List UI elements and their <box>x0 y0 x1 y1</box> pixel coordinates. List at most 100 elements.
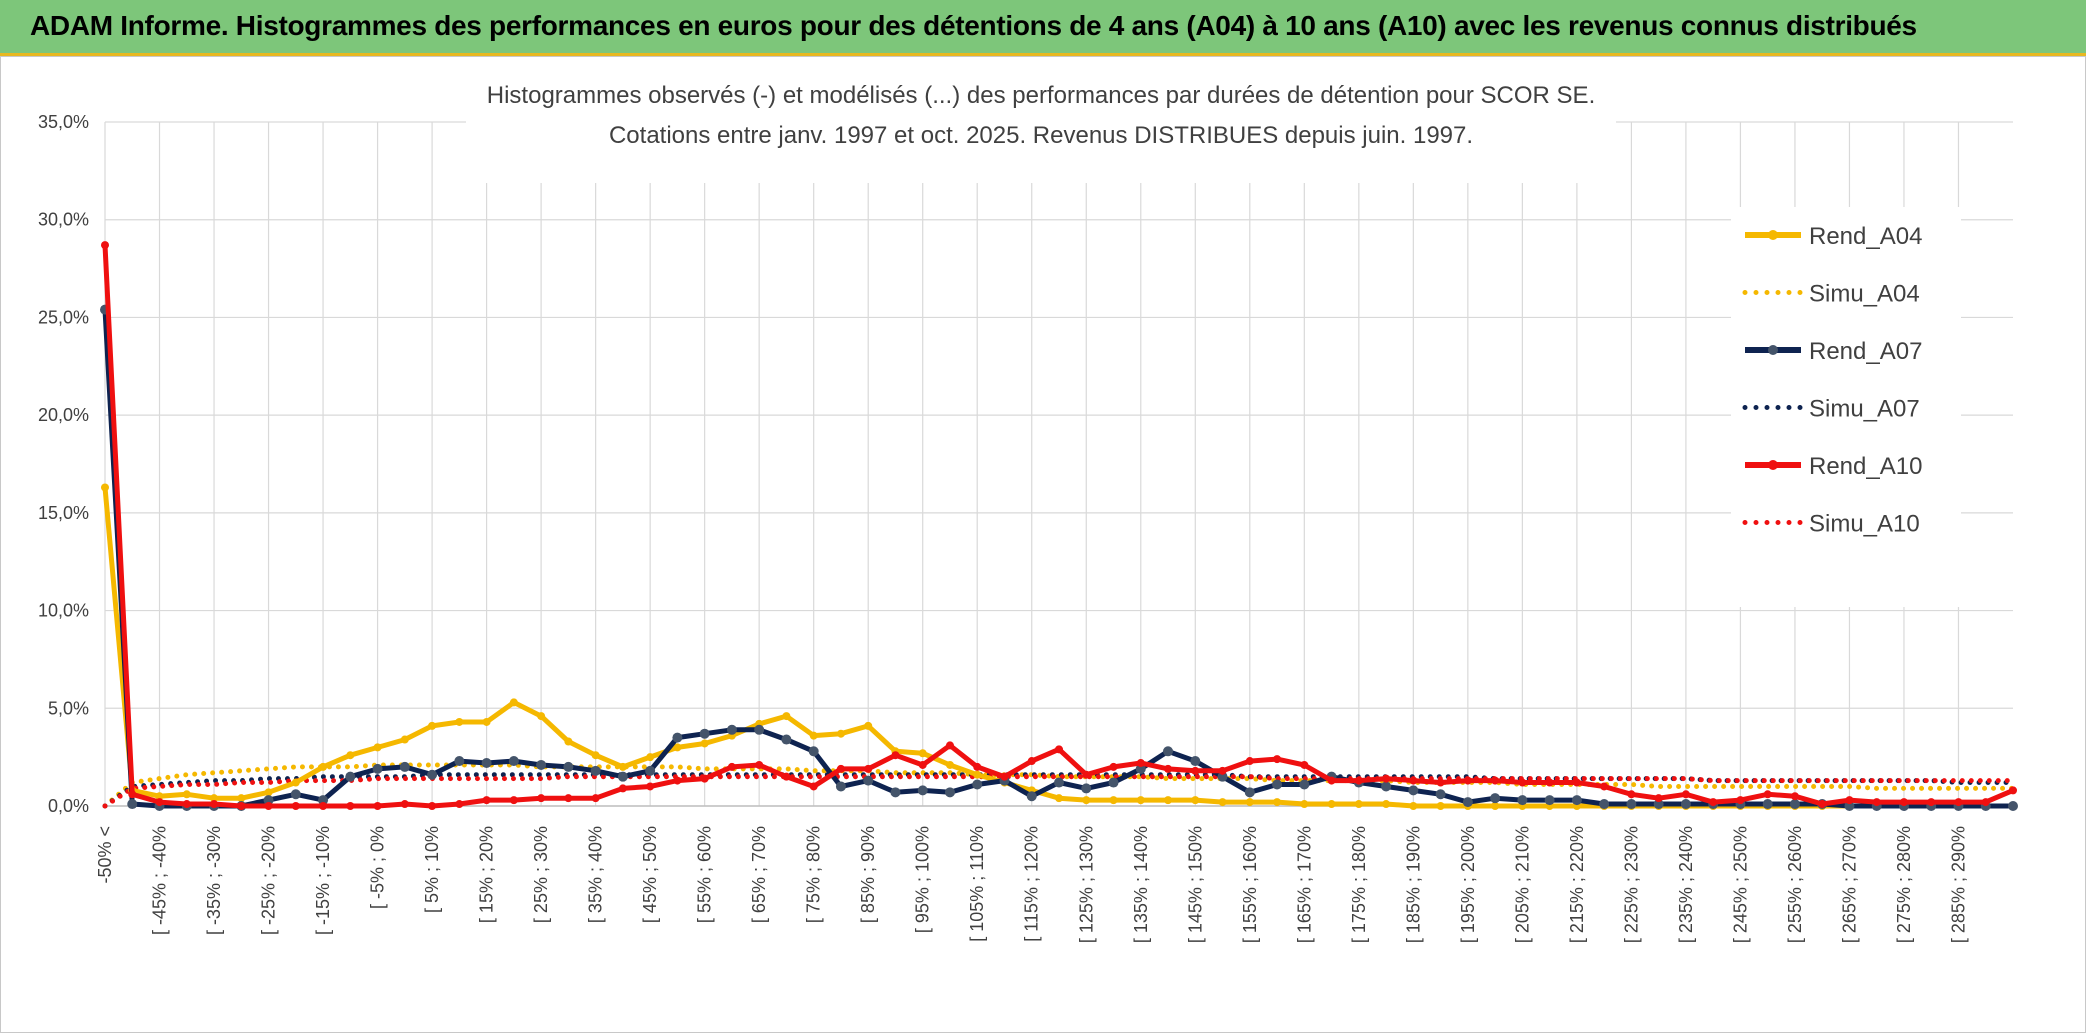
legend: Rend_A04 Simu_A04 Rend_A07 Simu_A07 Rend_A10… <box>1731 207 1961 607</box>
data-point-rend_a07 <box>1680 799 1691 810</box>
data-point-rend_a10 <box>482 796 491 805</box>
chart-title-line-2: Cotations entre janv. 1997 et oct. 2025.… <box>609 122 1473 149</box>
data-point-rend_a07 <box>699 728 710 739</box>
x-tick-label: [ 85% ; 90% <box>858 826 878 923</box>
data-point-rend_a10 <box>101 241 109 250</box>
data-point-rend_a10 <box>1000 772 1009 781</box>
x-tick-label: [ 175% ; 180% <box>1349 826 1369 943</box>
legend-label-simu_a04: Simu_A04 <box>1809 281 1920 308</box>
data-point-rend_a07 <box>890 787 901 798</box>
data-point-rend_a04 <box>482 717 491 726</box>
data-point-rend_a10 <box>237 802 246 810</box>
data-point-rend_a10 <box>128 790 137 799</box>
data-point-rend_a04 <box>373 743 382 752</box>
data-point-rend_a04 <box>1218 798 1227 807</box>
data-point-rend_a10 <box>673 776 682 785</box>
data-point-rend_a10 <box>1245 757 1254 766</box>
x-tick-label: [ 135% ; 140% <box>1131 826 1151 943</box>
data-point-rend_a10 <box>1927 798 1936 807</box>
x-tick-label: [ 265% ; 270% <box>1839 826 1859 943</box>
data-point-rend_a10 <box>945 741 954 750</box>
data-point-rend_a07 <box>372 763 383 774</box>
data-point-rend_a07 <box>617 771 628 782</box>
data-point-rend_a10 <box>1136 759 1145 768</box>
x-tick-label: [ 235% ; 240% <box>1676 826 1696 943</box>
x-tick-label: [ 215% ; 220% <box>1567 826 1587 943</box>
data-point-rend_a10 <box>1845 796 1854 805</box>
data-point-rend_a10 <box>1055 745 1063 754</box>
data-point-rend_a04 <box>155 792 164 801</box>
data-point-rend_a10 <box>1981 798 1990 807</box>
data-point-rend_a07 <box>454 756 465 767</box>
series-line-rend_a10 <box>102 242 2016 809</box>
data-point-rend_a04 <box>400 735 409 744</box>
x-tick-label: [ 5% ; 10% <box>422 826 442 913</box>
data-point-rend_a07 <box>1571 795 1582 806</box>
data-point-rend_a07 <box>399 761 410 772</box>
x-tick-label: [ 275% ; 280% <box>1894 826 1914 943</box>
y-tick-label: 0,0% <box>48 796 89 816</box>
data-point-rend_a10 <box>1709 798 1718 807</box>
data-point-rend_a10 <box>1899 798 1908 807</box>
data-point-rend_a10 <box>1218 766 1227 775</box>
data-point-rend_a04 <box>182 790 191 799</box>
data-point-rend_a10 <box>1681 790 1690 799</box>
data-point-rend_a04 <box>864 721 873 730</box>
data-point-rend_a07 <box>1054 777 1064 788</box>
data-point-rend_a10 <box>1164 764 1173 773</box>
x-tick-label: [ 55% ; 60% <box>695 826 715 923</box>
chart-title-line-1: Histogrammes observés (-) et modélisés (… <box>487 82 1595 109</box>
title-background <box>466 69 1616 183</box>
data-point-rend_a10 <box>1491 776 1500 785</box>
data-point-rend_a04 <box>945 760 954 769</box>
data-point-rend_a07 <box>863 775 874 786</box>
data-point-rend_a10 <box>809 782 818 791</box>
x-tick-label: [ 225% ; 230% <box>1621 826 1641 943</box>
data-point-rend_a07 <box>645 765 656 776</box>
y-tick-label: 20,0% <box>38 405 89 425</box>
data-point-rend_a10 <box>1572 778 1581 787</box>
y-tick-label: 25,0% <box>38 307 89 327</box>
x-tick-label: [ 45% ; 50% <box>640 826 660 923</box>
data-point-rend_a10 <box>1790 792 1799 801</box>
x-tick-label: [ 15% ; 20% <box>477 826 497 923</box>
data-point-rend_a04 <box>291 778 300 787</box>
data-point-rend_a07 <box>427 769 438 780</box>
series-line-rend_a07 <box>102 307 2016 809</box>
data-point-rend_a07 <box>345 771 356 782</box>
data-point-rend_a10 <box>564 794 573 803</box>
data-point-rend_a04 <box>1082 796 1091 805</box>
data-point-rend_a10 <box>1954 798 1963 807</box>
data-point-rend_a10 <box>1082 770 1091 779</box>
series-line-simu_a07 <box>102 772 2016 809</box>
data-point-rend_a07 <box>1299 779 1310 790</box>
data-point-rend_a10 <box>727 762 736 771</box>
data-point-rend_a07 <box>808 746 819 757</box>
data-point-rend_a07 <box>1135 763 1146 774</box>
data-point-rend_a04 <box>618 762 627 771</box>
data-point-rend_a10 <box>373 802 382 810</box>
data-point-rend_a07 <box>590 765 601 776</box>
data-point-rend_a10 <box>346 802 355 810</box>
data-point-rend_a07 <box>2008 801 2018 811</box>
data-point-rend_a10 <box>1818 800 1827 809</box>
data-point-rend_a04 <box>1436 802 1445 810</box>
data-point-rend_a07 <box>781 734 792 745</box>
x-tick-label: [ -5% ; 0% <box>368 826 388 909</box>
y-tick-label: 30,0% <box>38 210 89 230</box>
data-point-rend_a10 <box>1354 776 1363 785</box>
data-point-rend_a04 <box>1109 796 1118 805</box>
data-point-rend_a04 <box>1164 796 1173 805</box>
data-point-rend_a10 <box>973 762 982 771</box>
data-point-rend_a04 <box>346 751 355 760</box>
line-chart: 0,0% 5,0% 10,0% 15,0% 20,0% 25,0% 30,0% 35,0% -… <box>38 69 2018 943</box>
data-point-rend_a04 <box>1300 800 1309 809</box>
data-point-rend_a04 <box>1327 800 1336 809</box>
data-point-rend_a10 <box>2009 786 2017 795</box>
data-point-rend_a10 <box>155 798 164 807</box>
legend-label-simu_a10: Simu_A10 <box>1809 511 1920 538</box>
data-point-rend_a10 <box>1273 755 1282 764</box>
data-point-rend_a07 <box>1190 756 1201 767</box>
data-point-rend_a04 <box>973 770 982 779</box>
data-point-rend_a07 <box>263 795 274 806</box>
